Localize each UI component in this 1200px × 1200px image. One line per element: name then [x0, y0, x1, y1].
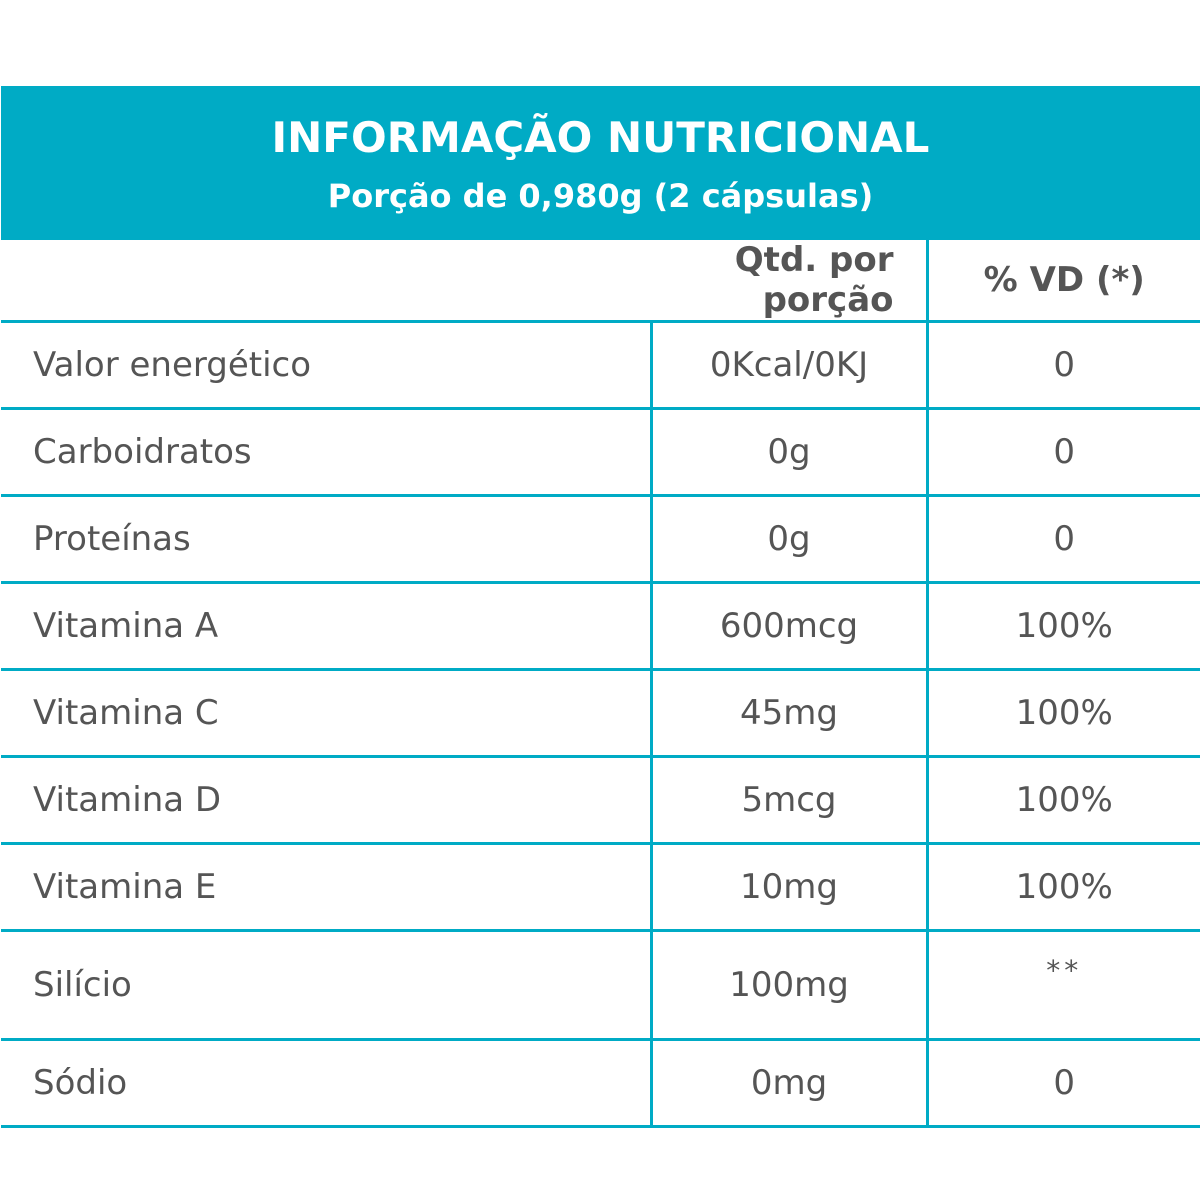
nutrient-quantity: 600mcg [649, 581, 929, 671]
table-row: Vitamina C 45mg 100% [1, 668, 1200, 758]
nutrition-table: Qtd. por porção % VD (*) Valor energétic… [1, 240, 1200, 1128]
nutrient-name: Vitamina E [1, 842, 653, 932]
table-row: Carboidratos 0g 0 [1, 407, 1200, 497]
nutrient-daily-value: 100% [925, 842, 1200, 932]
nutrient-daily-value: ** [925, 929, 1200, 1041]
nutrient-name: Sódio [1, 1038, 653, 1128]
nutrient-quantity: 0g [649, 494, 929, 584]
nutrient-quantity: 45mg [649, 668, 929, 758]
nutrient-quantity: 0mg [649, 1038, 929, 1128]
table-row: Vitamina D 5mcg 100% [1, 755, 1200, 845]
table-header-row: Qtd. por porção % VD (*) [1, 240, 1200, 323]
nutrition-facts-panel: INFORMAÇÃO NUTRICIONAL Porção de 0,980g … [0, 86, 1200, 1128]
nutrient-name: Vitamina A [1, 581, 653, 671]
nutrient-daily-value: 0 [925, 494, 1200, 584]
title-band: INFORMAÇÃO NUTRICIONAL Porção de 0,980g … [1, 86, 1200, 240]
header-blank-cell [1, 240, 651, 323]
table-row: Silício 100mg ** [1, 929, 1200, 1041]
nutrient-daily-value: 0 [925, 320, 1200, 410]
nutrient-quantity: 100mg [649, 929, 929, 1041]
nutrient-quantity: 0g [649, 407, 929, 497]
daily-value-column-header: % VD (*) [925, 240, 1200, 323]
nutrient-name: Valor energético [1, 320, 653, 410]
nutrient-name: Vitamina C [1, 668, 653, 758]
quantity-column-header: Qtd. por porção [651, 240, 929, 323]
nutrient-daily-value: 100% [925, 668, 1200, 758]
nutrient-daily-value: 0 [925, 407, 1200, 497]
nutrition-title: INFORMAÇÃO NUTRICIONAL [271, 113, 930, 162]
nutrient-name: Proteínas [1, 494, 653, 584]
nutrient-name: Silício [1, 929, 653, 1041]
table-row: Vitamina A 600mcg 100% [1, 581, 1200, 671]
nutrient-name: Carboidratos [1, 407, 653, 497]
table-row: Proteínas 0g 0 [1, 494, 1200, 584]
nutrient-name: Vitamina D [1, 755, 653, 845]
nutrient-quantity: 5mcg [649, 755, 929, 845]
table-row: Vitamina E 10mg 100% [1, 842, 1200, 932]
table-row: Valor energético 0Kcal/0KJ 0 [1, 320, 1200, 410]
nutrient-daily-value: 100% [925, 755, 1200, 845]
nutrient-daily-value: 100% [925, 581, 1200, 671]
nutrient-quantity: 0Kcal/0KJ [649, 320, 929, 410]
serving-size-subtitle: Porção de 0,980g (2 cápsulas) [327, 177, 874, 215]
nutrient-quantity: 10mg [649, 842, 929, 932]
table-row: Sódio 0mg 0 [1, 1038, 1200, 1128]
nutrient-daily-value: 0 [925, 1038, 1200, 1128]
